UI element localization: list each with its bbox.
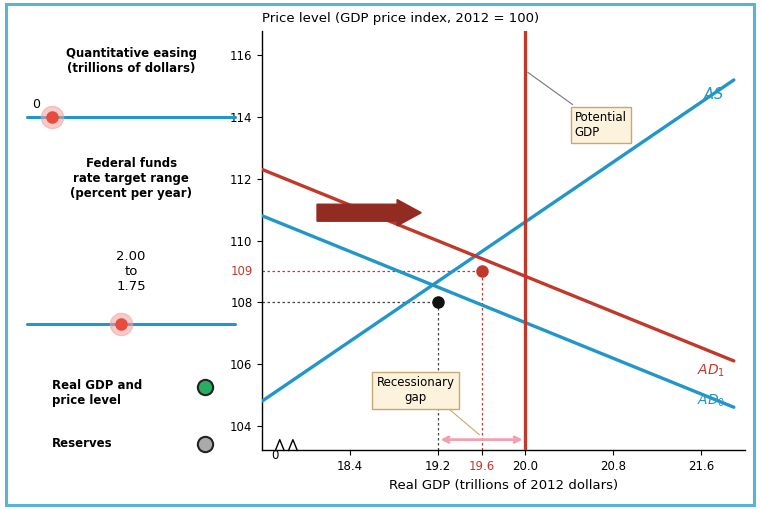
Text: Potential
GDP: Potential GDP [527, 72, 627, 139]
Text: 2.00
to
1.75: 2.00 to 1.75 [116, 249, 146, 293]
Text: 0: 0 [32, 98, 40, 111]
Text: Quantitative easing
(trillions of dollars): Quantitative easing (trillions of dollar… [65, 47, 197, 75]
Text: Real GDP and
price level: Real GDP and price level [52, 379, 142, 407]
Text: Federal funds
rate target range
(percent per year): Federal funds rate target range (percent… [70, 157, 192, 200]
Text: Price level (GDP price index, 2012 = 100): Price level (GDP price index, 2012 = 100… [262, 12, 540, 25]
Text: 0: 0 [271, 449, 279, 462]
FancyArrow shape [317, 200, 421, 226]
Text: $AS$: $AS$ [704, 86, 725, 102]
Text: 109: 109 [231, 265, 253, 278]
Text: Recessionary
gap: Recessionary gap [377, 376, 454, 404]
X-axis label: Real GDP (trillions of 2012 dollars): Real GDP (trillions of 2012 dollars) [389, 479, 618, 492]
Text: $AD_1$: $AD_1$ [697, 362, 725, 379]
Text: Reserves: Reserves [52, 437, 112, 449]
Text: $AD_0$: $AD_0$ [697, 392, 725, 409]
